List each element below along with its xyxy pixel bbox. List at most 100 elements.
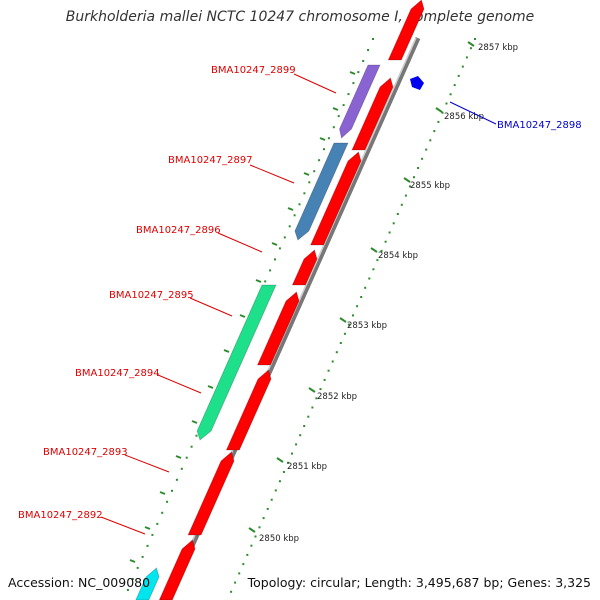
red-gene-3[interactable] — [309, 151, 362, 246]
scale-dot — [400, 203, 403, 206]
gc-dot — [342, 104, 345, 107]
scale-dot — [234, 581, 237, 584]
red-gene-4[interactable] — [291, 249, 318, 286]
gene-2899[interactable] — [339, 64, 381, 139]
gc-dot — [288, 225, 291, 228]
gc-dot — [372, 38, 374, 40]
scale-dot — [449, 93, 452, 96]
scale-dot — [404, 194, 407, 197]
scale-ruler — [230, 38, 476, 593]
scale-dot — [429, 139, 432, 142]
gc-dot — [151, 533, 154, 536]
scale-dot — [376, 259, 379, 262]
gc-dot — [126, 589, 129, 591]
gene-track — [135, 0, 425, 600]
scale-dot — [445, 102, 448, 105]
gc-dot — [303, 192, 306, 195]
gc-dot — [278, 247, 281, 250]
scale-dot — [396, 213, 399, 215]
scale-dot — [274, 489, 277, 492]
gc-dot — [308, 181, 311, 184]
scale-dot — [282, 471, 285, 473]
gc-dot — [357, 71, 360, 74]
gc-dot — [293, 214, 296, 217]
scale-label: 2856 kbp — [444, 112, 484, 122]
scale-dot — [323, 378, 326, 381]
scale-dot — [388, 231, 391, 234]
gene-2897[interactable] — [294, 142, 349, 241]
scale-dot — [380, 249, 383, 252]
scale-dot — [372, 268, 375, 271]
gc-dot — [156, 522, 159, 525]
gene-label-2899[interactable]: BMA10247_2899 — [211, 65, 296, 76]
gc-tick — [223, 349, 230, 353]
red-gene-5[interactable] — [256, 291, 300, 366]
scale-dot — [303, 425, 306, 427]
gc-dot — [161, 511, 164, 514]
gene-label-2893[interactable]: BMA10247_2893 — [43, 447, 128, 458]
gc-dot — [283, 236, 286, 239]
scale-dot — [250, 544, 253, 547]
scale-dot — [307, 415, 310, 418]
gc-track — [126, 38, 374, 591]
scale-dot — [384, 240, 387, 243]
gc-dot — [352, 82, 355, 85]
gene-label-2892[interactable]: BMA10247_2892 — [18, 510, 103, 521]
scale-dot — [319, 388, 322, 391]
scale-dot — [437, 120, 440, 123]
scale-dot — [441, 111, 444, 114]
gc-tick — [239, 314, 246, 318]
scale-dot — [258, 526, 261, 529]
scale-dot — [453, 84, 456, 87]
gc-dot — [274, 258, 276, 261]
gc-dot — [146, 544, 149, 547]
gene-label-2894[interactable]: BMA10247_2894 — [75, 368, 160, 379]
red-gene-8[interactable] — [158, 539, 196, 600]
scale-dot — [425, 148, 428, 151]
scale-dot — [327, 369, 330, 372]
gc-dot — [298, 203, 301, 206]
gc-tick — [255, 279, 262, 283]
gc-dot — [190, 445, 193, 448]
scale-dot — [356, 305, 359, 308]
scale-label: 2852 kbp — [317, 392, 357, 402]
red-gene-6[interactable] — [225, 369, 272, 451]
scale-dot — [311, 406, 314, 409]
scale-label: 2850 kbp — [259, 534, 299, 544]
scale-dot — [343, 332, 346, 335]
scale-dot — [331, 360, 334, 363]
gene-2898[interactable] — [410, 76, 424, 90]
scale-dot — [254, 535, 257, 538]
gc-tick — [175, 455, 182, 459]
gc-dot — [175, 478, 178, 481]
gc-dot — [367, 49, 370, 51]
gene-label-2898[interactable]: BMA10247_2898 — [497, 120, 582, 131]
gc-tick — [319, 137, 326, 141]
red-gene-7[interactable] — [187, 451, 235, 536]
gc-tick — [271, 242, 278, 246]
scale-dot — [299, 434, 302, 437]
scale-dot — [242, 563, 245, 566]
gene-cyan[interactable] — [135, 567, 160, 600]
gc-tick — [287, 207, 294, 211]
scale-dot — [339, 342, 342, 344]
scale-dot — [433, 130, 436, 133]
gene-label-2895[interactable]: BMA10247_2895 — [109, 290, 194, 301]
gc-dot — [269, 269, 272, 272]
scale-dot — [266, 507, 269, 510]
red-gene-1[interactable] — [387, 0, 425, 61]
scale-label: 2854 kbp — [378, 251, 418, 261]
red-gene-2[interactable] — [351, 77, 394, 151]
gc-dot — [332, 126, 335, 129]
gene-2895[interactable] — [196, 284, 277, 441]
gene-label-2897[interactable]: BMA10247_2897 — [168, 155, 253, 166]
gc-dot — [195, 434, 198, 437]
gc-dot — [313, 170, 316, 173]
gc-tick — [303, 172, 310, 176]
topology-text: Topology: circular; Length: 3,495,687 bp… — [247, 575, 591, 590]
scale-dot — [335, 351, 338, 354]
gc-dot — [323, 148, 325, 151]
gene-label-2896[interactable]: BMA10247_2896 — [136, 225, 221, 236]
scale-dot — [352, 314, 354, 317]
